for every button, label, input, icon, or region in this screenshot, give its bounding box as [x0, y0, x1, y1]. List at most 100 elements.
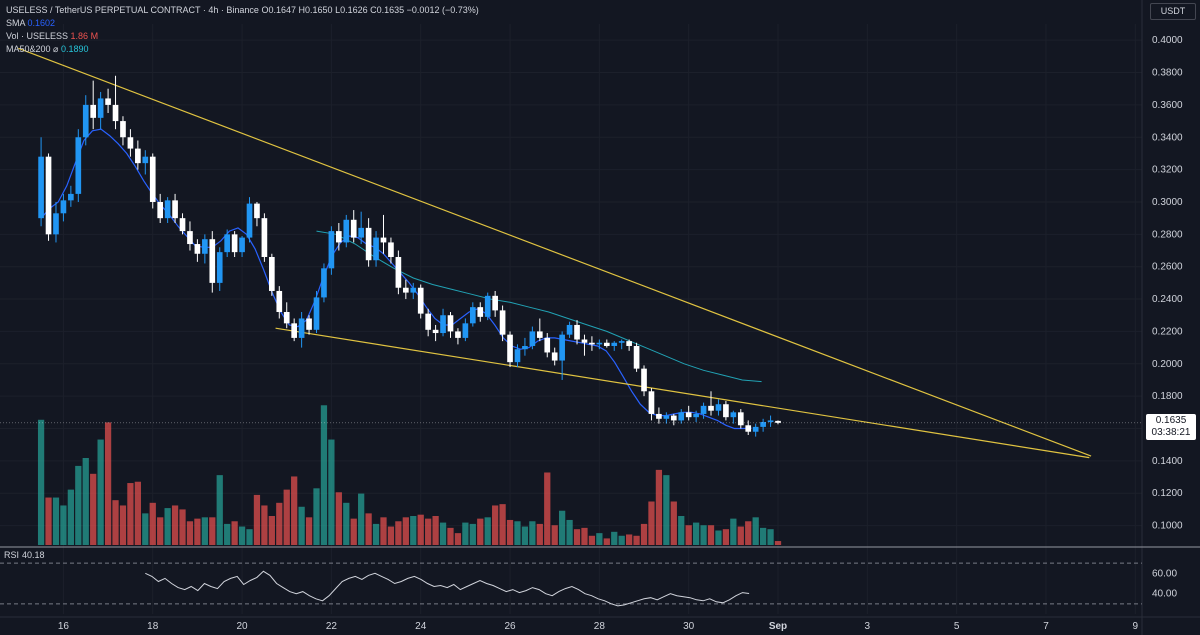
volume-bar: [640, 523, 648, 545]
volume-bar: [127, 483, 134, 545]
candle-body: [365, 227, 372, 261]
volume-bar: [670, 501, 677, 545]
volume-bar: [343, 502, 350, 545]
y-tick-label: 0.4000: [1152, 35, 1183, 46]
rsi-tick-label: 40.00: [1152, 589, 1177, 600]
candle-body: [596, 342, 603, 345]
volume-bar: [82, 458, 89, 545]
currency-button[interactable]: USDT: [1150, 3, 1196, 20]
candle-body: [224, 234, 231, 253]
volume-bar: [358, 493, 365, 545]
volume-bar: [774, 541, 782, 545]
x-tick-label: 28: [594, 621, 606, 632]
candle-body: [68, 193, 74, 201]
candle-body: [358, 227, 364, 238]
candle-body: [343, 219, 350, 243]
y-tick-label: 0.3200: [1152, 165, 1183, 176]
volume-bar: [432, 516, 439, 545]
volume-bar: [67, 489, 74, 545]
volume-bar: [37, 419, 45, 545]
ma-symbol-icon: ⌀: [53, 44, 59, 54]
x-tick-label: 18: [147, 621, 159, 632]
candle-body: [440, 315, 446, 334]
volume-bar: [514, 521, 521, 545]
chart-legend: USELESS / TetherUS PERPETUAL CONTRACT · …: [6, 4, 479, 56]
candle-body: [120, 121, 126, 138]
volume-bar: [730, 518, 737, 545]
volume-bar: [276, 502, 283, 545]
symbol-title[interactable]: USELESS / TetherUS PERPETUAL CONTRACT · …: [6, 5, 259, 15]
x-tick-label: 5: [954, 621, 960, 632]
candle-body: [455, 331, 461, 338]
volume-bar: [573, 529, 581, 545]
volume-bar: [305, 517, 313, 545]
candle-body: [663, 415, 670, 419]
candle-body: [514, 349, 521, 363]
volume-bar: [186, 521, 194, 545]
ma-row[interactable]: MA50&200 ⌀ 0.1890: [6, 44, 89, 54]
volume-bar: [365, 513, 372, 545]
volume-bar: [506, 519, 514, 545]
volume-bar: [313, 488, 320, 545]
candle-body: [246, 203, 253, 238]
candle-body: [730, 412, 737, 418]
x-axis: 16 18 20 22 24 26 28 30 Sep 3 5 7 9: [58, 621, 1139, 632]
candle-body: [164, 200, 171, 219]
rsi-legend[interactable]: RSI 40.18: [4, 550, 45, 560]
candle-body: [216, 252, 223, 283]
candle-body: [395, 256, 402, 288]
volume-bar: [544, 472, 551, 545]
candle-body: [239, 237, 245, 253]
candle-body: [291, 323, 298, 338]
volume-bar: [149, 502, 156, 545]
candle-body: [745, 425, 752, 432]
candle-body: [142, 156, 149, 164]
y-tick-label: 0.2800: [1152, 229, 1183, 240]
trendline-upper: [18, 47, 1092, 457]
candle-body: [536, 331, 543, 338]
ma50-line: [316, 230, 762, 383]
candle-body: [708, 405, 714, 411]
volume-bar: [395, 521, 402, 545]
symbol-row: USELESS / TetherUS PERPETUAL CONTRACT · …: [6, 5, 479, 15]
candle-body: [678, 412, 685, 421]
volume-bar: [298, 506, 305, 545]
x-tick-label: 22: [326, 621, 338, 632]
candle-body: [469, 307, 476, 324]
volume-bar: [454, 533, 462, 545]
candle-body: [432, 329, 439, 334]
candle-body: [45, 156, 52, 235]
candle-body: [700, 405, 707, 414]
candle-body: [737, 412, 744, 426]
volume-bar: [700, 525, 707, 545]
volume-bar: [231, 521, 238, 545]
x-tick-label: 26: [504, 621, 516, 632]
candle-body: [313, 297, 320, 330]
volume-bar: [335, 492, 342, 545]
sma-row[interactable]: SMA 0.1602: [6, 18, 56, 28]
candle-body: [149, 156, 156, 202]
candle-body: [402, 287, 409, 293]
y-axis: 0.4000 0.3800 0.3600 0.3400 0.3200 0.3000 0.28…: [1152, 35, 1183, 531]
volume-bar: [253, 494, 261, 545]
volume-row[interactable]: Vol · USELESS 1.86 M: [6, 31, 99, 41]
y-tick-label: 0.3600: [1152, 100, 1183, 111]
sma-value: 0.1602: [27, 18, 56, 28]
volume-bar: [707, 525, 715, 545]
volume-bar: [499, 504, 506, 545]
ma-value: 0.1890: [60, 44, 89, 54]
candle-body: [462, 323, 469, 338]
candle-body: [209, 239, 216, 283]
candle-body: [350, 219, 357, 238]
candle-body: [82, 104, 89, 138]
candle-body: [417, 287, 424, 314]
candle-body: [656, 413, 662, 419]
candle-body: [172, 200, 178, 219]
candle-body: [551, 352, 558, 361]
x-tick-label: Sep: [769, 621, 787, 632]
candle-body: [60, 200, 67, 214]
high-value: 0.1650: [305, 5, 333, 15]
candle-body: [715, 404, 722, 411]
